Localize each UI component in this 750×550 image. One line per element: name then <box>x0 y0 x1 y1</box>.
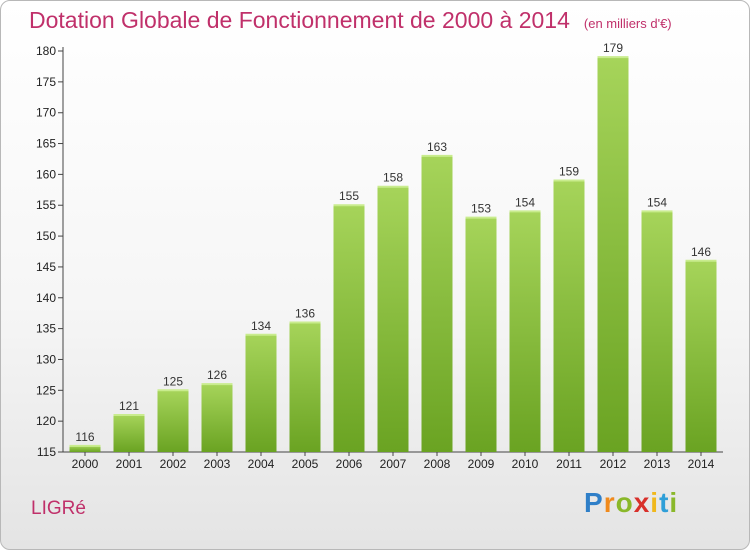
x-tick-label: 2012 <box>600 457 627 471</box>
x-tick-label: 2013 <box>644 457 671 471</box>
y-tick-label: 150 <box>36 229 56 243</box>
data-label: 136 <box>295 306 315 320</box>
y-axis: 115 120 125 130 135 140 145 150 155 160 165 170 175 1… <box>36 44 64 459</box>
data-label: 116 <box>75 430 94 444</box>
data-label: 134 <box>251 319 271 333</box>
bar <box>69 445 101 452</box>
value-labels: 116 121 125 126 134 136 155 158 163 153 154 159 179 1… <box>75 41 711 444</box>
data-label: 155 <box>339 189 359 203</box>
x-tick-label: 2003 <box>204 457 231 471</box>
bar <box>597 57 629 453</box>
data-label: 121 <box>119 399 139 413</box>
x-tick-label: 2011 <box>556 457 582 471</box>
commune-name: LIGRé <box>31 498 86 519</box>
logo-letter: i <box>669 487 679 518</box>
bar <box>509 211 541 452</box>
logo-letter: r <box>603 487 616 518</box>
data-label: 146 <box>691 245 711 259</box>
data-label: 158 <box>383 171 403 185</box>
chart-title-main: Dotation Globale de Fonctionnement de 20… <box>29 7 570 33</box>
x-tick-label: 2005 <box>292 457 319 471</box>
data-label: 153 <box>471 202 491 216</box>
bars <box>69 56 717 453</box>
x-tick-label: 2009 <box>468 457 495 471</box>
bar <box>289 322 321 452</box>
y-tick-label: 175 <box>36 75 56 89</box>
x-tick-label: 2001 <box>116 457 143 471</box>
x-axis: 2000 2001 2002 2003 2004 2005 2006 2007 2008 2009… <box>63 451 723 471</box>
bar <box>201 384 233 452</box>
bar <box>113 414 145 452</box>
chart-title: Dotation Globale de Fonctionnement de 20… <box>29 7 672 34</box>
y-tick-label: 125 <box>36 383 56 397</box>
data-label: 179 <box>603 41 623 55</box>
data-label: 154 <box>515 195 535 209</box>
chart-title-unit: (en milliers d'€) <box>583 16 672 31</box>
y-tick-label: 165 <box>36 137 56 151</box>
x-tick-label: 2000 <box>72 457 99 471</box>
bar <box>157 390 189 452</box>
logo-letter: t <box>659 487 670 518</box>
data-label: 159 <box>559 165 579 179</box>
bar <box>553 180 585 453</box>
bar <box>465 217 497 452</box>
x-tick-label: 2014 <box>688 457 715 471</box>
bar <box>377 186 409 452</box>
bar <box>641 211 673 452</box>
x-tick-label: 2004 <box>248 457 275 471</box>
x-tick-label: 2002 <box>160 457 187 471</box>
x-tick-label: 2007 <box>380 457 407 471</box>
data-label: 125 <box>163 374 183 388</box>
data-label: 154 <box>647 195 667 209</box>
bar <box>333 205 365 452</box>
logo-letter: i <box>650 487 660 518</box>
bar <box>421 155 453 452</box>
x-tick-label: 2008 <box>424 457 451 471</box>
y-tick-label: 130 <box>36 352 56 366</box>
proxiti-logo: Proxiti <box>584 487 678 519</box>
y-tick-label: 155 <box>36 198 56 212</box>
data-label: 163 <box>427 140 447 154</box>
y-tick-label: 115 <box>37 445 56 459</box>
y-tick-label: 180 <box>36 44 56 58</box>
x-tick-label: 2006 <box>336 457 363 471</box>
logo-letter: o <box>615 487 634 518</box>
data-label: 126 <box>207 368 227 382</box>
y-tick-label: 170 <box>36 106 56 120</box>
y-tick-label: 120 <box>36 414 56 428</box>
y-tick-label: 145 <box>36 260 56 274</box>
logo-letter: P <box>584 487 604 518</box>
y-tick-label: 135 <box>36 322 56 336</box>
bar <box>685 260 717 452</box>
bar <box>245 334 277 452</box>
logo-letter: x <box>633 487 651 518</box>
y-tick-label: 140 <box>36 291 56 305</box>
x-tick-label: 2010 <box>512 457 539 471</box>
y-tick-label: 160 <box>36 167 56 181</box>
